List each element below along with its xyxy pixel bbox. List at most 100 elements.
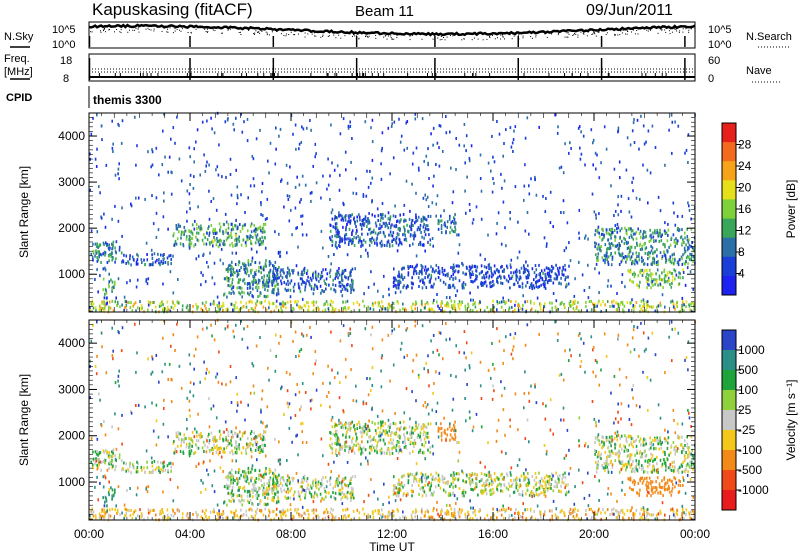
- echo-cell: [262, 223, 265, 227]
- echo-cell: [421, 278, 423, 282]
- echo-cell: [280, 487, 282, 491]
- echo-cell: [233, 303, 236, 307]
- echo-cell: [677, 239, 679, 243]
- echo-cell: [412, 242, 414, 246]
- echo-cell: [686, 254, 689, 258]
- echo-cell: [395, 241, 398, 245]
- echo-cell: [608, 242, 611, 246]
- echo-cell: [332, 278, 334, 282]
- echo-cell: [339, 452, 341, 456]
- echo-cell: [377, 289, 379, 293]
- echo-cell: [334, 480, 337, 484]
- echo-cell: [638, 147, 640, 151]
- echo-cell: [431, 201, 434, 205]
- echo-cell: [594, 151, 597, 155]
- echo-cell: [353, 443, 355, 447]
- echo-cell: [331, 208, 334, 212]
- echo-cell: [107, 308, 110, 312]
- echo-cell: [426, 224, 429, 228]
- nsky-panel: N.Sky 10^5 10^0 10^5 10^0 N.Search: [4, 21, 792, 51]
- echo-cell: [166, 305, 169, 309]
- echo-cell: [486, 305, 489, 309]
- echo-cell: [379, 213, 382, 216]
- echo-cell: [280, 282, 283, 286]
- echo-cell: [344, 275, 346, 279]
- echo-cell: [289, 489, 291, 493]
- echo-cell: [420, 425, 423, 429]
- echo-cell: [351, 267, 354, 271]
- echo-cell: [264, 496, 266, 499]
- echo-cell: [315, 492, 317, 496]
- echo-cell: [383, 440, 385, 444]
- echo-cell: [400, 425, 402, 429]
- echo-cell: [249, 269, 252, 273]
- echo-cell: [557, 125, 559, 129]
- echo-cell: [454, 225, 456, 229]
- echo-cell: [373, 436, 375, 440]
- echo-cell: [313, 496, 315, 499]
- echo-cell: [163, 191, 165, 195]
- echo-cell: [250, 247, 253, 251]
- echo-cell: [683, 248, 686, 251]
- echo-cell: [125, 261, 127, 265]
- echo-cell: [615, 301, 618, 305]
- echo-cell: [610, 228, 612, 232]
- echo-cell: [675, 303, 678, 307]
- echo-cell: [427, 214, 430, 218]
- echo-cell: [377, 231, 380, 235]
- echo-cell: [285, 275, 287, 278]
- echo-cell: [257, 446, 260, 450]
- echo-cell: [366, 219, 369, 223]
- echo-cell: [212, 244, 214, 248]
- echo-cell: [112, 142, 114, 146]
- echo-cell: [510, 145, 513, 149]
- nsearch-dot: [597, 31, 599, 33]
- nsearch-dot: [421, 38, 423, 40]
- echo-cell: [437, 266, 440, 270]
- echo-cell: [389, 244, 391, 248]
- echo-cell: [195, 223, 198, 226]
- echo-cell: [241, 503, 243, 507]
- echo-cell: [535, 280, 538, 284]
- echo-cell: [118, 124, 120, 128]
- echo-cell: [656, 231, 658, 235]
- echo-cell: [392, 438, 395, 442]
- echo-cell: [641, 273, 644, 277]
- echo-cell: [617, 226, 620, 230]
- echo-cell: [674, 244, 676, 248]
- nsky-label: N.Sky: [4, 31, 34, 43]
- nsearch-dot: [259, 32, 261, 34]
- echo-cell: [502, 154, 504, 158]
- echo-cell: [663, 270, 665, 273]
- echo-cell: [469, 273, 471, 277]
- echo-cell: [353, 235, 355, 239]
- echo-cell: [386, 244, 388, 248]
- nsearch-dot: [572, 35, 574, 36]
- echo-cell: [255, 477, 258, 480]
- echo-cell: [616, 230, 619, 234]
- echo-cell: [96, 450, 98, 453]
- echo-cell: [281, 276, 284, 280]
- echo-cell: [490, 281, 492, 284]
- echo-cell: [245, 264, 247, 268]
- echo-cell: [196, 231, 198, 235]
- echo-cell: [180, 179, 183, 183]
- echo-cell: [683, 303, 685, 307]
- echo-cell: [420, 450, 422, 454]
- echo-cell: [651, 263, 653, 266]
- echo-cell: [613, 167, 616, 171]
- echo-cell: [431, 269, 434, 273]
- echo-cell: [599, 248, 601, 252]
- echo-cell: [320, 270, 323, 274]
- echo-cell: [324, 308, 327, 312]
- echo-cell: [678, 271, 680, 275]
- echo-cell: [174, 242, 176, 246]
- echo-cell: [212, 302, 214, 306]
- echo-cell: [159, 263, 161, 267]
- echo-cell: [225, 175, 227, 179]
- echo-cell: [96, 268, 98, 272]
- echo-cell: [369, 307, 372, 311]
- echo-cell: [684, 236, 686, 240]
- echo-cell: [295, 226, 297, 230]
- echo-cell: [286, 481, 288, 485]
